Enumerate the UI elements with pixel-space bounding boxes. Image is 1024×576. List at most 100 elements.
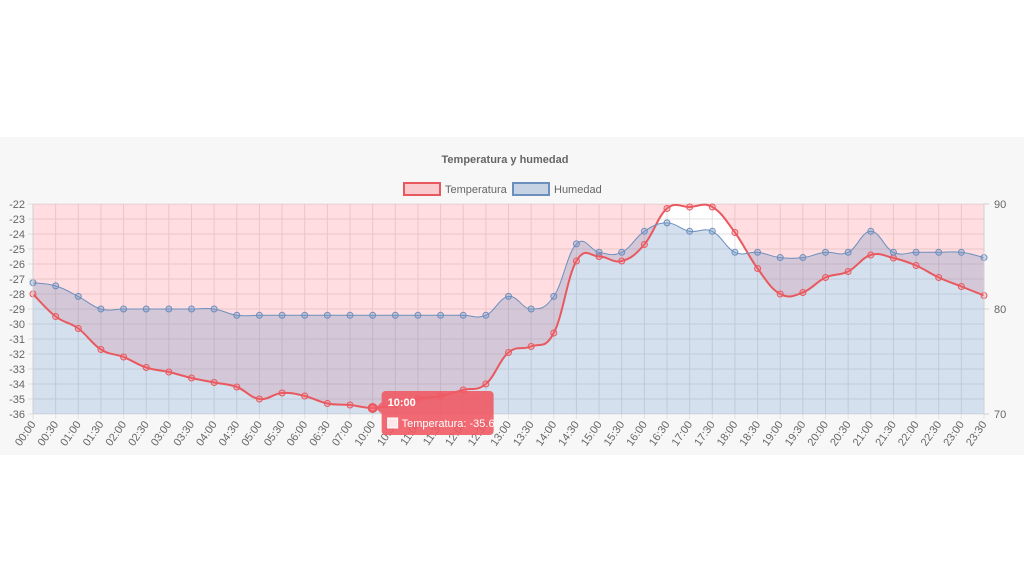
humedad-point (482, 311, 490, 319)
x-tick-label: 05:30 (262, 419, 288, 448)
legend: Temperatura Humedad (403, 182, 602, 196)
temperatura-point (188, 374, 195, 382)
y-left-tick-label: -32 (9, 349, 25, 361)
humedad-point (233, 311, 241, 319)
x-tick-label: 05:00 (239, 419, 265, 448)
tooltip-swatch (387, 417, 399, 429)
x-tick-label: 01:30 (81, 419, 107, 448)
tooltip-box (381, 391, 494, 435)
temperatura-point (708, 203, 716, 211)
temperatura-point (323, 400, 331, 407)
y-left-tick-label: -25 (9, 244, 25, 256)
temperatura-point (867, 251, 875, 259)
x-tick-label: 16:30 (647, 419, 673, 448)
y-left-tick-label: -34 (9, 379, 25, 391)
humedad-point (120, 305, 128, 313)
series-lines (32, 203, 985, 410)
y-left-tick-label: -22 (9, 199, 25, 211)
humedad-point (550, 292, 558, 300)
humedad-point (142, 305, 150, 313)
legend-humedad-label: Humedad (554, 184, 602, 196)
humedad-point (572, 240, 580, 248)
temperatura-point (278, 389, 286, 397)
y-right-tick-label: 70 (994, 409, 1006, 421)
x-tick-label: 14:00 (534, 419, 560, 448)
humedad-point (686, 227, 694, 235)
temperatura-point (572, 257, 580, 265)
humedad-point (935, 248, 943, 256)
temperature-humidity-chart: -22 -23 -24 -25 -26 -27 -28 -29 -30 -31 -32 -33 -34 -… (9, 154, 1006, 448)
humedad-line (32, 222, 985, 318)
tooltip: 10:00 Temperatura: -35.6 (367, 391, 495, 435)
x-tick-label: 19:30 (783, 419, 809, 448)
humedad-area (33, 222, 984, 414)
humedad-point (663, 219, 671, 227)
x-tick-label: 22:30 (919, 419, 945, 448)
temperatura-point (505, 349, 512, 356)
humedad-point (822, 248, 829, 256)
tooltip-caret (375, 402, 382, 414)
humedad-point (867, 227, 875, 235)
humedad-point (74, 292, 82, 300)
temperatura-point (754, 265, 762, 272)
humedad-point (346, 311, 354, 319)
humedad-point (391, 311, 399, 319)
x-tick-label: 18:00 (715, 419, 741, 448)
temperatura-point (776, 290, 784, 298)
humedad-point (618, 248, 626, 256)
legend-temperatura-label: Temperatura (445, 184, 508, 196)
tooltip-title: 10:00 (388, 397, 416, 409)
humedad-point (640, 227, 648, 235)
legend-temperatura-swatch (403, 182, 441, 196)
temperatura-point (912, 262, 920, 269)
temperatura-point (640, 241, 648, 248)
humedad-point (799, 254, 807, 262)
temperatura-point (210, 379, 218, 386)
x-tick-label: 02:00 (104, 419, 130, 448)
humedad-point (527, 305, 535, 313)
x-tick-label: 02:30 (126, 419, 152, 448)
series-areas (33, 204, 984, 414)
chart-panel: -22 -23 -24 -25 -26 -27 -28 -29 -30 -31 -32 -33 -34 -… (0, 137, 1024, 455)
x-tick-label: 23:00 (941, 419, 967, 448)
humedad-point (188, 305, 195, 313)
temperatura-point (935, 274, 943, 281)
x-tick-label: 01:00 (58, 419, 84, 448)
temperatura-point (346, 401, 354, 409)
humedad-point (437, 311, 445, 319)
temperatura-point (731, 229, 739, 236)
x-tick-label: 06:30 (307, 419, 333, 448)
x-tick-label: 03:00 (149, 419, 175, 448)
x-tick-label: 17:00 (670, 419, 696, 448)
temperatura-point (618, 257, 626, 265)
y-left-tick-label: -30 (9, 319, 25, 331)
y-left-tick-label: -28 (9, 289, 25, 301)
x-tick-label: 19:00 (760, 419, 786, 448)
humedad-point (323, 311, 331, 319)
humedad-point (957, 248, 965, 256)
x-tick-label: 23:30 (964, 419, 990, 448)
humedad-point (889, 248, 897, 256)
temperatura-point (52, 313, 60, 320)
x-tick-label: 18:30 (738, 419, 764, 448)
humedad-point (52, 282, 60, 290)
temperatura-point (527, 343, 535, 350)
temperatura-point (120, 353, 128, 361)
humedad-point (459, 311, 467, 319)
temperatura-point (550, 329, 558, 337)
y-left-tick-label: -35 (9, 394, 25, 406)
x-tick-label: 04:00 (194, 419, 220, 448)
y-left-tick-label: -23 (9, 214, 25, 226)
x-tick-label: 03:30 (171, 419, 197, 448)
y-left-tick-label: -36 (9, 409, 25, 421)
x-tick-label: 14:30 (556, 419, 582, 448)
x-tick-label: 07:00 (330, 419, 356, 448)
x-tick-label: 21:30 (873, 419, 899, 448)
temperatura-point (233, 383, 241, 391)
chart-title: Temperatura y humedad (442, 154, 569, 166)
tooltip-highlight-point (367, 403, 378, 413)
temperatura-point (255, 395, 263, 403)
temperatura-point (142, 364, 150, 371)
temperatura-point (165, 368, 173, 376)
humedad-point (278, 311, 286, 319)
